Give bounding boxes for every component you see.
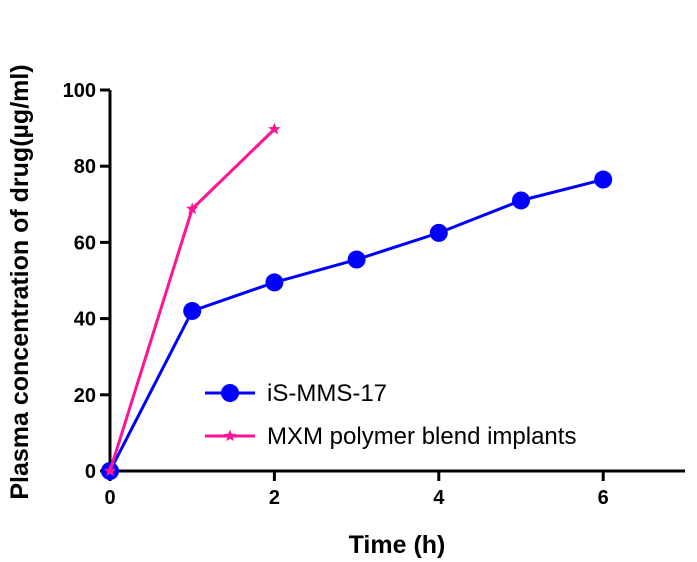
series-0-point-5	[512, 191, 530, 210]
series-0-point-2	[265, 273, 284, 292]
y-tick-label-0: 0	[85, 461, 96, 483]
x-tick-label-2: 2	[269, 487, 280, 509]
series-0	[101, 170, 613, 480]
series-1-point-0	[103, 464, 117, 477]
series-1	[103, 122, 281, 477]
y-tick-label-20: 20	[74, 385, 96, 407]
legend-label-mxm-polymer-blend-implants: MXM polymer blend implants	[267, 423, 576, 450]
series-0-point-4	[429, 223, 448, 242]
legend-swatch-marker-is-mms-17	[221, 384, 239, 402]
y-ticks: 0 20 40 60 80 100	[63, 80, 110, 483]
series-0-point-6	[594, 170, 613, 189]
y-tick-label-60: 60	[74, 232, 96, 254]
legend-item-mxm-polymer-blend-implants: MXM polymer blend implants	[205, 423, 576, 450]
series-layer	[101, 122, 613, 480]
y-tick-label-100: 100	[63, 80, 96, 102]
axes	[108, 90, 685, 473]
series-1-point-1	[186, 202, 199, 215]
y-tick-label-80: 80	[74, 156, 96, 178]
legend-label-is-mms-17: iS-MMS-17	[267, 380, 387, 407]
x-tick-label-4: 4	[433, 487, 445, 509]
series-0-point-3	[347, 250, 366, 269]
x-ticks: 0 2 4 6	[104, 471, 609, 509]
y-axis-title: Plasma concentration of drug(µg/ml)	[6, 64, 34, 499]
legend-item-is-mms-17: iS-MMS-17	[205, 380, 387, 407]
x-tick-label-0: 0	[104, 487, 115, 509]
x-tick-label-6: 6	[598, 487, 609, 509]
legend: iS-MMS-17 MXM polymer blend implants	[205, 380, 576, 450]
legend-swatch-marker-mxm	[223, 429, 237, 442]
x-axis-title: Time (h)	[349, 531, 446, 559]
y-tick-label-40: 40	[74, 309, 96, 331]
series-1-point-2	[268, 122, 281, 135]
series-0-point-1	[183, 301, 202, 320]
